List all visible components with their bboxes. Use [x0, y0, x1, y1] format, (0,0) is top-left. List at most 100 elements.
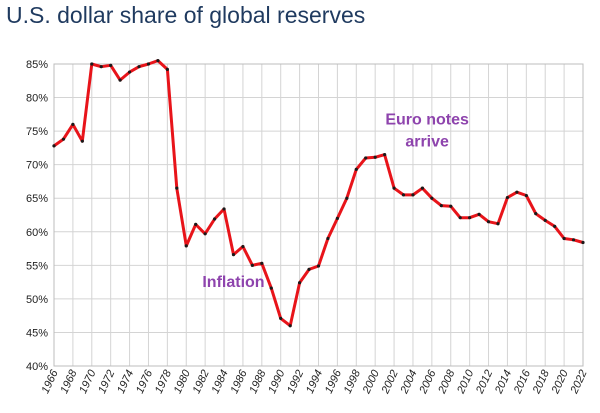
x-tick-label: 1978	[153, 367, 175, 395]
y-tick-label: 85%	[26, 59, 48, 71]
x-tick-label: 1984	[210, 368, 231, 395]
data-point	[383, 153, 387, 157]
data-point	[250, 263, 254, 267]
data-point	[61, 137, 66, 141]
data-point	[260, 261, 264, 265]
x-tick-label: 1998	[342, 367, 364, 395]
data-point	[430, 196, 434, 200]
y-tick-label: 55%	[26, 260, 48, 272]
data-point	[571, 238, 576, 242]
y-axis-ticks: 40% 45% 50% 55% 60% 65% 70% 75% 80% 85%	[26, 59, 48, 373]
data-point	[156, 59, 160, 63]
y-tick-label: 75%	[26, 126, 48, 138]
annotations: Euro notes arrive Inflation	[202, 111, 469, 290]
data-point	[90, 62, 94, 66]
x-tick-label: 2022	[568, 368, 590, 396]
x-tick-label: 2016	[511, 367, 533, 396]
x-tick-label: 1968	[58, 367, 80, 395]
data-point	[165, 67, 169, 71]
y-tick-label: 45%	[26, 327, 48, 339]
data-point	[458, 216, 462, 220]
x-tick-label: 1976	[134, 367, 156, 395]
data-point	[326, 236, 330, 241]
data-point	[524, 193, 528, 198]
data-point	[288, 324, 292, 328]
data-point	[109, 63, 113, 67]
y-tick-label: 50%	[26, 294, 48, 306]
x-tick-label: 1970	[77, 367, 99, 395]
data-point	[307, 267, 311, 271]
x-tick-label: 1974	[115, 368, 136, 395]
x-tick-label: 1980	[172, 367, 194, 395]
data-point	[184, 244, 188, 248]
data-point	[118, 78, 122, 82]
x-tick-label: 2004	[398, 368, 420, 396]
data-point	[345, 196, 349, 200]
data-point	[401, 193, 406, 197]
data-point	[477, 212, 481, 216]
x-tick-label: 1986	[228, 367, 250, 395]
data-point	[543, 218, 547, 222]
x-tick-label: 2018	[530, 367, 552, 396]
data-point	[146, 62, 151, 66]
data-point	[80, 139, 84, 143]
x-tick-label: 2002	[379, 368, 401, 396]
x-tick-label: 2008	[436, 367, 458, 396]
x-tick-label: 1982	[191, 368, 212, 395]
data-point	[420, 186, 425, 190]
data-point	[411, 193, 415, 197]
x-tick-label: 1996	[323, 367, 345, 395]
data-point	[486, 220, 491, 224]
annotation-line: arrive	[405, 133, 449, 150]
chart-title: U.S. dollar share of global reserves	[6, 2, 366, 28]
data-point	[439, 204, 443, 208]
y-tick-label: 80%	[26, 93, 48, 105]
data-point	[269, 286, 273, 290]
data-point	[354, 167, 358, 171]
data-point	[505, 195, 510, 200]
data-point	[373, 155, 377, 159]
data-point-markers	[52, 59, 585, 328]
data-point	[449, 204, 453, 208]
data-point	[212, 217, 217, 221]
data-point	[231, 252, 236, 257]
data-point	[241, 244, 245, 249]
data-point	[534, 212, 538, 216]
x-tick-label: 2012	[474, 368, 496, 396]
y-tick-label: 65%	[26, 193, 48, 205]
x-tick-label: 1992	[285, 368, 306, 395]
data-point	[468, 216, 472, 220]
x-tick-label: 1972	[96, 368, 117, 395]
grid-lines	[53, 63, 584, 367]
x-tick-label: 1988	[247, 367, 269, 395]
data-point	[99, 65, 103, 69]
data-point	[562, 236, 566, 241]
data-point	[137, 65, 141, 69]
data-point	[496, 222, 500, 226]
data-point	[127, 70, 132, 74]
annotation-label: Inflation	[202, 274, 264, 291]
data-point	[515, 190, 519, 194]
data-point	[298, 281, 302, 285]
data-point	[392, 186, 396, 190]
y-tick-label: 40%	[26, 361, 48, 373]
x-tick-label: 2020	[549, 367, 571, 396]
x-tick-label: 2006	[417, 367, 439, 396]
data-point	[203, 232, 207, 236]
x-tick-label: 2010	[455, 367, 477, 396]
data-point	[335, 216, 339, 220]
data-point	[222, 207, 226, 211]
annotation-label: Euro notes arrive	[385, 111, 469, 150]
data-point	[71, 122, 75, 126]
data-point	[52, 144, 56, 148]
x-tick-label: 1990	[266, 367, 288, 395]
y-tick-label: 60%	[26, 227, 48, 239]
annotation-line: Inflation	[202, 274, 264, 291]
data-point	[364, 156, 368, 160]
data-point	[175, 186, 179, 190]
data-point	[194, 222, 198, 226]
x-tick-label: 2000	[360, 367, 382, 396]
x-axis-ticks: 1966196819701972197419761978198019821984…	[39, 367, 589, 396]
y-tick-label: 70%	[26, 160, 48, 172]
